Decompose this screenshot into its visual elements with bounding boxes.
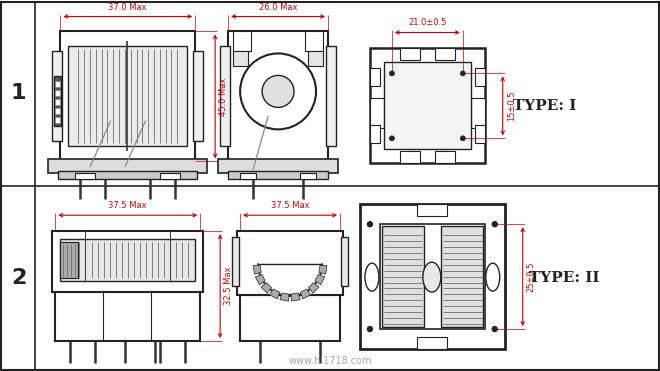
Bar: [233, 32, 251, 52]
Bar: [55, 99, 60, 105]
Bar: [48, 159, 207, 173]
Text: TYPE: I: TYPE: I: [513, 99, 576, 114]
Polygon shape: [315, 275, 325, 285]
Circle shape: [492, 326, 497, 332]
Text: 37.5 Max: 37.5 Max: [271, 201, 310, 210]
Polygon shape: [255, 275, 265, 285]
Polygon shape: [253, 265, 261, 274]
Bar: [240, 173, 256, 179]
Bar: [370, 98, 384, 128]
Bar: [60, 242, 79, 278]
Ellipse shape: [486, 263, 500, 291]
Bar: [52, 52, 63, 141]
Polygon shape: [319, 265, 327, 274]
Bar: [475, 125, 485, 143]
Text: 45.0 Max: 45.0 Max: [219, 77, 228, 116]
Bar: [435, 49, 455, 60]
Polygon shape: [269, 289, 280, 299]
Polygon shape: [309, 283, 319, 293]
Text: 25±0.5: 25±0.5: [527, 262, 536, 292]
Bar: [326, 46, 336, 146]
Text: 21.0±0.5: 21.0±0.5: [408, 19, 447, 27]
Bar: [55, 91, 60, 96]
Polygon shape: [261, 283, 271, 293]
Bar: [69, 46, 187, 146]
Bar: [193, 52, 203, 141]
Polygon shape: [291, 293, 300, 301]
Polygon shape: [280, 293, 289, 301]
Bar: [55, 292, 200, 341]
Bar: [308, 52, 323, 66]
Bar: [305, 32, 323, 52]
Bar: [384, 62, 471, 149]
Circle shape: [460, 136, 465, 141]
Bar: [228, 171, 328, 179]
Bar: [58, 171, 197, 179]
Bar: [435, 151, 455, 163]
Bar: [54, 76, 61, 127]
Ellipse shape: [365, 263, 379, 291]
Circle shape: [389, 136, 395, 141]
Bar: [417, 204, 447, 216]
Ellipse shape: [423, 262, 441, 292]
Bar: [55, 117, 60, 123]
Polygon shape: [300, 289, 311, 299]
Bar: [228, 32, 328, 161]
Text: TYPE: II: TYPE: II: [529, 271, 600, 285]
Bar: [417, 337, 447, 349]
Bar: [370, 68, 380, 86]
Bar: [232, 237, 239, 286]
Circle shape: [368, 222, 372, 227]
Text: 32.5 Max: 32.5 Max: [224, 267, 233, 305]
Bar: [60, 239, 195, 280]
Bar: [300, 173, 316, 179]
Bar: [360, 204, 505, 349]
Bar: [218, 159, 338, 173]
Bar: [370, 49, 485, 163]
Bar: [55, 108, 60, 114]
Bar: [233, 52, 248, 66]
Circle shape: [492, 222, 497, 227]
Text: 2: 2: [11, 268, 26, 288]
Bar: [240, 295, 340, 341]
Bar: [382, 226, 424, 327]
Circle shape: [389, 71, 395, 76]
Bar: [475, 68, 485, 86]
Bar: [60, 32, 195, 161]
Bar: [370, 125, 380, 143]
Text: 1: 1: [11, 83, 26, 104]
Bar: [341, 237, 348, 286]
Bar: [220, 46, 230, 146]
Text: 26.0 Max: 26.0 Max: [259, 3, 297, 12]
Circle shape: [368, 326, 372, 332]
Bar: [471, 98, 485, 128]
Bar: [160, 173, 180, 179]
Bar: [75, 173, 95, 179]
Bar: [52, 231, 203, 292]
Bar: [55, 81, 60, 88]
Bar: [400, 151, 420, 163]
Text: 15±0.5: 15±0.5: [507, 91, 515, 121]
Text: www.hi1718.com: www.hi1718.com: [288, 356, 372, 366]
Bar: [441, 226, 482, 327]
Text: 37.0 Max: 37.0 Max: [108, 3, 147, 12]
Bar: [400, 49, 420, 60]
Circle shape: [262, 75, 294, 107]
Circle shape: [460, 71, 465, 76]
Bar: [380, 224, 485, 329]
Bar: [237, 231, 343, 295]
Text: 37.5 Max: 37.5 Max: [108, 201, 147, 210]
